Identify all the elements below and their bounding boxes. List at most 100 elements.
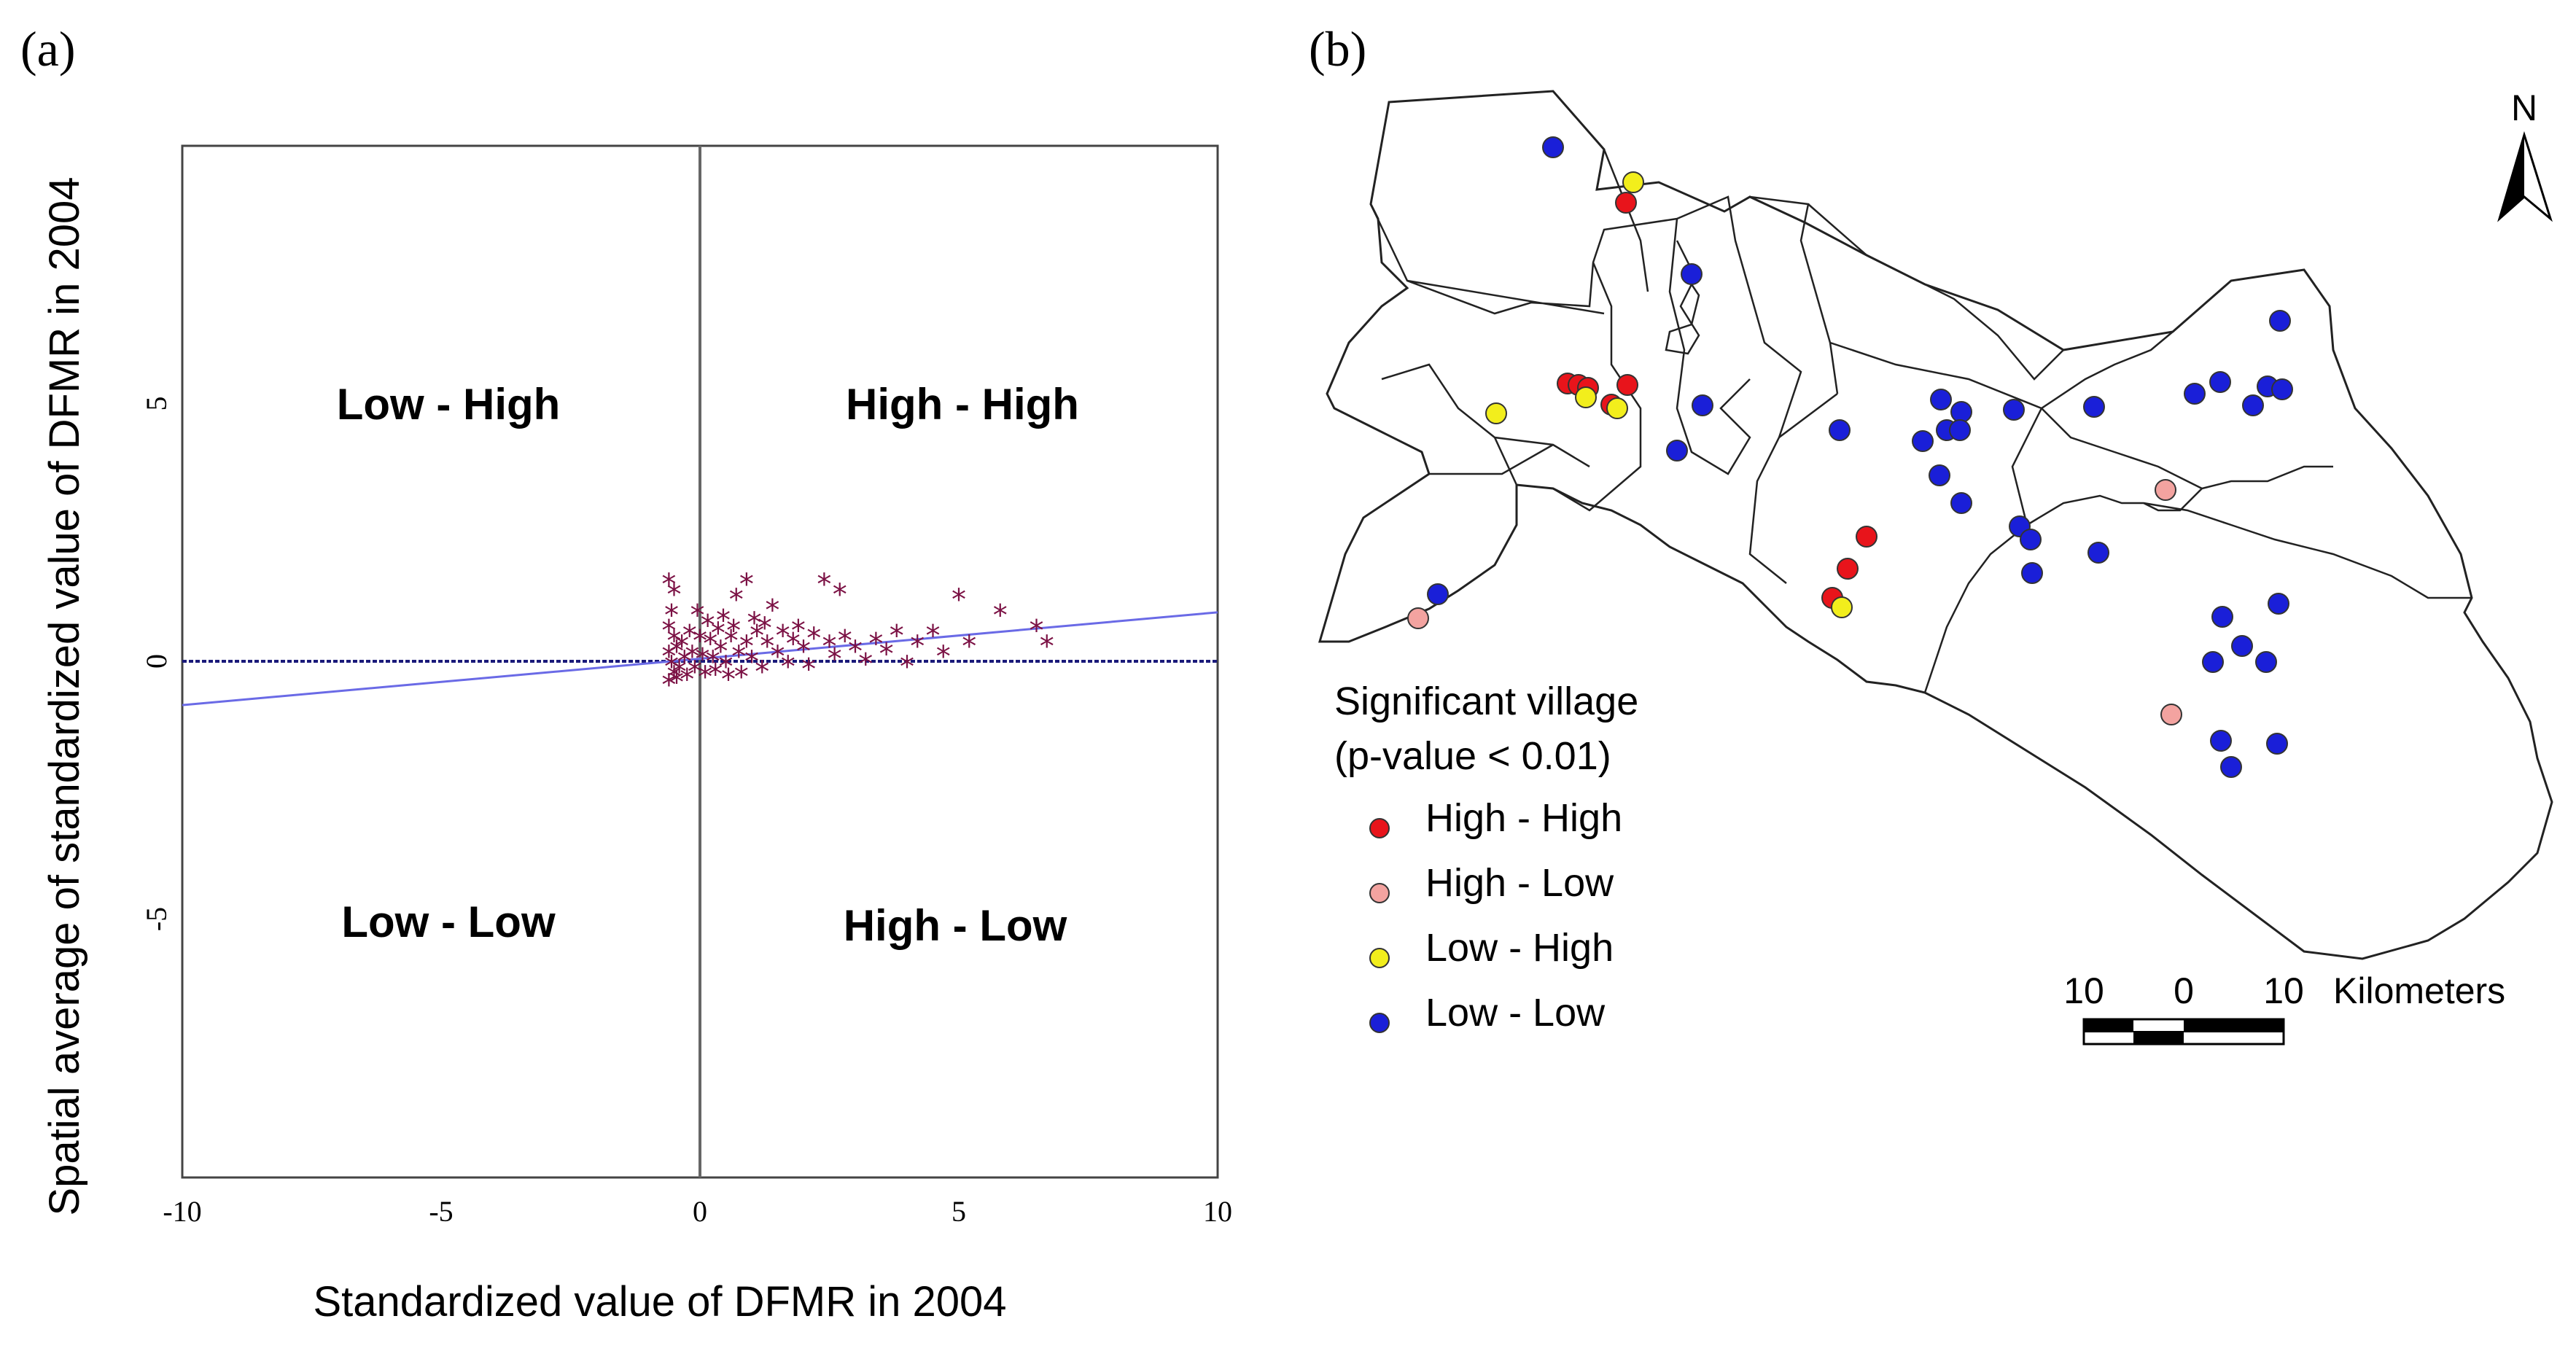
scatter-point: * [900,650,914,684]
scatter-point: * [716,604,731,637]
village-marker [1929,464,1950,486]
scatter-point: * [833,578,847,612]
x-tick-label: -5 [429,1195,453,1228]
x-tick-label: -10 [163,1195,201,1228]
village-marker [1950,492,1972,514]
scale-bar: 10 0 10 Kilometers [2063,970,2505,1046]
scatter-point: * [669,635,684,669]
x-tick-labels: -10 -5 0 5 10 [163,1195,1232,1228]
village-marker [1407,607,1429,629]
scatter-point: * [669,666,684,699]
legend-swatch [1369,883,1390,903]
scatter-point: * [822,630,837,663]
scatter-point: * [708,658,723,692]
scatter-point: * [848,635,863,669]
village-marker [2160,704,2182,725]
scatter-points: ****************************************… [661,568,1054,702]
scatter-point: * [661,669,676,702]
village-marker [1856,526,1877,548]
village-marker [2266,733,2288,755]
panel-b-label: (b) [1309,21,1366,77]
village-marker [2020,529,2042,550]
quadrant-label-top-right: High - High [846,380,1079,429]
scatter-point: * [796,635,811,669]
legend-items: High - High High - Low Low - High Low - Low [1369,796,1622,1035]
scatter-point: * [703,627,717,661]
quadrant-label-bottom-right: High - Low [844,901,1067,950]
village-map: N Significant village (p-value < 0.01) H… [1318,87,2553,1046]
village-marker [2155,479,2176,501]
north-label: N [2511,87,2537,128]
scatter-point: * [858,648,873,682]
scatter-point: * [806,622,821,655]
scatter-point: * [706,645,720,679]
village-marker [2021,562,2043,584]
scatter-point: * [739,568,754,601]
scatter-point: * [750,620,764,653]
legend-swatch [1369,1013,1390,1033]
legend-title-line2: (p-value < 0.01) [1334,734,1611,778]
village-marker [1912,430,1934,452]
village-marker [1949,419,1971,441]
scatter-point: * [664,650,679,684]
scatter-point: * [879,637,894,671]
scatter-point: * [734,661,749,694]
internal-boundaries [1369,149,2472,693]
legend-swatch [1369,818,1390,838]
scatter-point: * [701,610,715,643]
scale-unit-label: Kilometers [2333,970,2505,1011]
scatter-point: * [667,625,682,658]
village-marker [1427,583,1449,605]
scatter-point: * [890,620,904,653]
x-axis-label: Standardized value of DFMR in 2004 [313,1278,1006,1325]
village-marker [1692,394,1713,416]
y-axis-label: Spatial average of standardized value of… [41,176,88,1215]
legend-label: Low - Low [1425,991,1606,1035]
scatter-point: * [672,655,687,689]
scatter-point: * [667,661,682,694]
map-legend: Significant village (p-value < 0.01) Hig… [1334,680,1638,1035]
panel-a-label: (a) [20,21,75,77]
y-tick-label: -5 [140,907,173,931]
scatter-point: * [936,640,951,674]
x-tick-label: 5 [952,1195,966,1228]
scatter-point: * [674,630,689,663]
scatter-point: * [693,625,707,658]
x-tick-label: 10 [1203,1195,1232,1228]
scatter-point: * [776,620,790,653]
village-marker [1616,374,1638,396]
scale-tick-right: 10 [2263,970,2304,1011]
scatter-point: * [739,630,754,663]
scatter-point: * [724,625,739,658]
scatter-point: * [838,625,852,658]
x-tick-label: 0 [693,1195,707,1228]
scatter-point: * [910,630,925,663]
village-marker [2087,542,2109,564]
village-marker [1681,263,1703,285]
scatter-point: * [661,615,676,648]
district-outline [1318,90,2553,960]
y-tick-labels: -5 0 5 [140,397,173,932]
village-marker [2269,310,2291,332]
village-marker [1829,419,1851,441]
y-tick-label: 0 [140,654,173,669]
village-marker [2184,383,2206,405]
village-marker [2211,606,2233,628]
scatter-point: * [726,615,741,648]
village-marker [1831,596,1853,618]
village-marker [2231,635,2253,657]
scatter-point: * [731,640,746,674]
scatter-point: * [680,663,694,697]
regression-line [182,611,1218,706]
y-tick-label: 5 [140,397,173,411]
village-marker [1615,192,1637,214]
village-marker [1930,389,1952,410]
village-marker [2271,378,2293,400]
moran-scatterplot: ****************************************… [41,144,1232,1325]
scatter-point: * [786,627,801,661]
north-arrow-shade [2499,135,2524,219]
legend-label: High - High [1425,796,1622,840]
scatter-point: * [760,630,774,663]
scatter-point: * [719,650,734,684]
quadrant-label-top-left: Low - High [337,380,561,429]
